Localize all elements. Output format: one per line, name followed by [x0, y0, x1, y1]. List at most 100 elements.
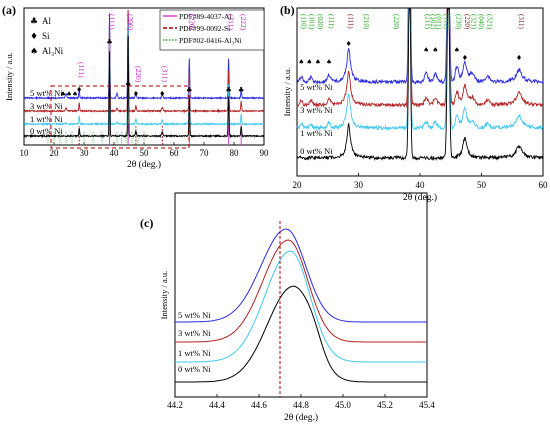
peak-label-b: (031)	[435, 14, 443, 30]
series-label-b: 5 wt% Ni	[300, 82, 333, 92]
legend-marker-label-a: Si	[42, 31, 50, 41]
peak-label-a: (311)	[160, 66, 169, 82]
peak-label-b: (220)	[392, 14, 400, 30]
x-tick-label-c: 44.8	[293, 400, 309, 410]
phase-marker-a: ♠	[66, 90, 72, 98]
x-tick-label-a: 40	[110, 148, 120, 158]
series-label-a: 3 wt% Ni	[30, 101, 63, 111]
panel-c: 44.2 44.4 44.6 44.8 45.0 45.2 45.4 2θ (deg.) Int…	[140, 192, 435, 423]
peak-label-b: (102)	[429, 14, 437, 30]
phase-marker-b: ♠	[326, 58, 332, 66]
panel-label-c: (c)	[140, 216, 153, 230]
series-label-a: 0 wt% Ni	[30, 126, 63, 136]
series-label-c: 0 wt% Ni	[178, 364, 211, 374]
series-line-b	[296, 8, 544, 86]
phase-marker-b: ♠	[432, 46, 438, 54]
x-tick-label-b: 50	[477, 180, 487, 190]
peak-label-b: (040)	[477, 14, 485, 30]
x-axis-label-b: 2θ (deg.)	[403, 192, 437, 203]
phase-marker-b: ♠	[306, 58, 312, 66]
phase-marker-a: ♦	[76, 86, 82, 94]
series-label-c: 5 wt% Ni	[178, 310, 211, 320]
phase-marker-b: ♠	[454, 46, 460, 54]
x-tick-label-a: 20	[50, 148, 60, 158]
series-line-a	[23, 35, 265, 139]
peak-label-a: (311)	[227, 14, 236, 30]
peak-label-b: (311)	[517, 14, 525, 30]
phase-marker-a: ♠	[72, 90, 78, 98]
x-axis-label-c: 2θ (deg.)	[284, 412, 318, 423]
peak-label-b: (230)	[454, 14, 462, 30]
series-line-c	[175, 250, 427, 363]
peak-label-a: (220)	[187, 14, 196, 31]
phase-marker-a: ♦	[133, 90, 139, 98]
series-label-c: 1 wt% Ni	[178, 348, 211, 358]
peak-label-a: (111)	[108, 14, 117, 30]
series-label-b: 0 wt% Ni	[300, 146, 333, 156]
peak-label-b: (111)	[347, 14, 355, 29]
phase-marker-a: ♣	[125, 80, 131, 88]
x-tick-label-b: 60	[539, 180, 549, 190]
x-tick-label-b: 20	[293, 180, 303, 190]
series-line-a	[23, 10, 265, 114]
x-tick-label-a: 50	[140, 148, 150, 158]
y-axis-label-a: Intensity / a.u.	[4, 52, 14, 101]
series-line-c	[175, 285, 427, 383]
series-label-b: 1 wt% Ni	[300, 128, 333, 138]
legend-marker-label-a: Al	[42, 16, 51, 26]
plot-frame-b	[296, 7, 544, 177]
panel-a: 10 20 30 40 50 60 70 80 90 2θ (deg.) Intensity / a…	[2, 3, 269, 170]
peak-label-a: (200)	[126, 14, 135, 31]
x-tick-label-c: 44.2	[167, 400, 183, 410]
peak-label-a: (222)	[239, 14, 248, 31]
phase-marker-a: ♣	[106, 38, 112, 46]
x-tick-label-b: 30	[354, 180, 364, 190]
series-label-c: 3 wt% Ni	[178, 328, 211, 338]
phase-marker-a: ♠	[60, 90, 66, 98]
peak-label-a: (111)	[77, 62, 86, 78]
x-tick-label-c: 45.4	[419, 400, 435, 410]
phase-marker-b: ♠	[423, 46, 429, 54]
legend-marker-label-a: Al₃Ni	[42, 46, 64, 56]
phase-marker-a: ♣	[225, 86, 231, 94]
pdf-legend-label: PDF#89-4037-Al	[179, 12, 232, 21]
legend-marker-symbol-a: ♠	[30, 47, 38, 57]
y-axis-label-b: Intensity / a.u.	[282, 68, 292, 117]
legend-marker-symbol-a: ♣	[30, 17, 38, 27]
peak-label-b: (101)	[307, 14, 315, 30]
x-axis-label-a: 2θ (deg.)	[127, 159, 161, 170]
phase-marker-a: ♣	[238, 86, 244, 94]
x-tick-label-a: 30	[80, 148, 90, 158]
pdf-legend-box	[159, 9, 265, 51]
x-tick-label-c: 45.2	[377, 400, 393, 410]
x-tick-label-c: 45.0	[335, 400, 351, 410]
peak-label-b: (210)	[362, 14, 370, 30]
series-label-b: 3 wt% Ni	[300, 105, 333, 115]
peak-label-a: (220)	[134, 66, 143, 83]
series-label-a: 1 wt% Ni	[30, 114, 63, 124]
peak-label-b: (211)	[424, 14, 432, 30]
peak-label-b: (220)	[463, 14, 471, 30]
peak-label-b: (321)	[470, 14, 478, 30]
series-label-a: 5 wt% Ni	[30, 88, 63, 98]
peak-label-b: (020)	[316, 14, 324, 30]
series-line-c	[175, 239, 427, 343]
series-line-a	[23, 9, 264, 101]
pdf-legend-label: PDF#99-0092-Si	[179, 24, 230, 33]
plot-frame-c	[174, 192, 428, 398]
phase-marker-b: ♠	[298, 58, 304, 66]
panel-label-a: (a)	[2, 3, 16, 17]
peak-label-b: (110)	[299, 14, 307, 30]
series-line-c	[175, 228, 427, 323]
peak-label-b: (111)	[327, 14, 335, 29]
panel-b: 20 30 40 50 60 2θ (deg.) Intensity / a.u. (b) 5 …	[280, 3, 548, 203]
series-line-b	[296, 8, 544, 108]
phase-marker-b: ♦	[346, 40, 352, 48]
panel-label-b: (b)	[280, 3, 295, 17]
phase-marker-b: ♦	[462, 54, 468, 62]
x-tick-label-a: 90	[260, 148, 270, 158]
y-axis-label-c: Intensity / a.u.	[159, 271, 169, 320]
pdf-legend-label: PDF#02-0416-Al₃Ni	[179, 36, 242, 45]
phase-marker-b: ♠	[315, 58, 321, 66]
